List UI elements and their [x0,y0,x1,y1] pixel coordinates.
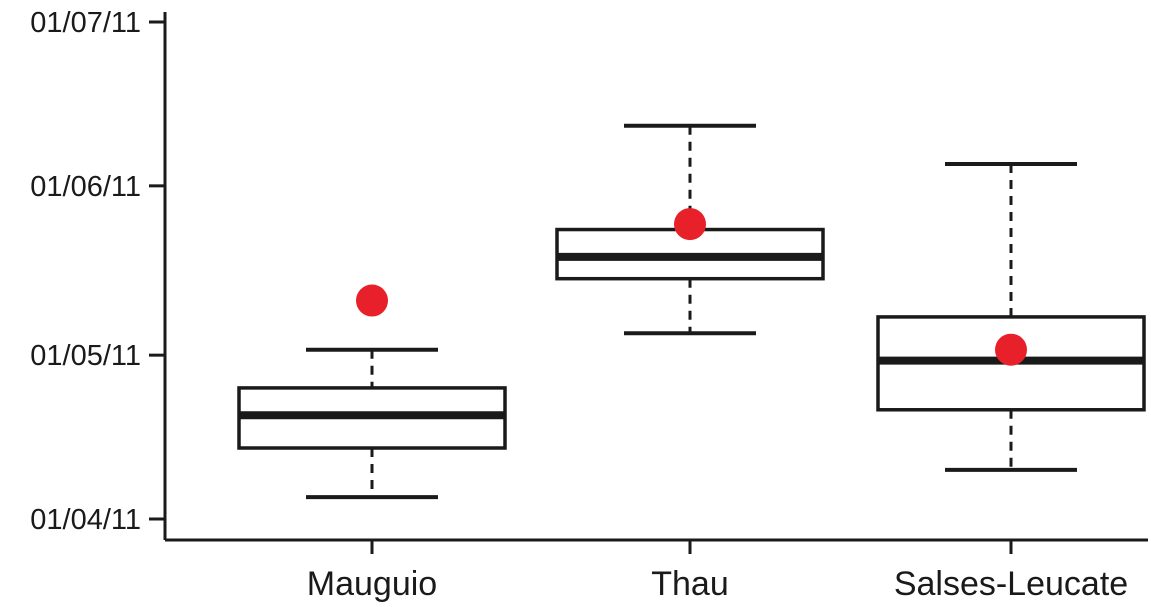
mean-point [674,208,706,241]
y-tick-label: 01/04/11 [30,504,141,536]
y-axis: 01/04/11 01/05/11 01/06/11 01/07/11 [30,7,167,540]
mean-point [995,333,1027,366]
y-tick-label: 01/06/11 [30,171,141,203]
mean-points [356,208,1027,366]
x-tick-label: Mauguio [307,565,437,603]
box-thau [555,123,825,336]
y-tick-label: 01/07/11 [30,7,141,39]
mean-point [356,284,388,317]
x-tick-label: Thau [651,565,729,603]
x-axis: Mauguio Thau Salses-Leucate [165,538,1148,603]
x-tick-label: Salses-Leucate [894,565,1128,603]
box-salses-leucate [876,162,1146,472]
y-tick-label: 01/05/11 [30,340,141,372]
box-mauguio [237,347,507,500]
